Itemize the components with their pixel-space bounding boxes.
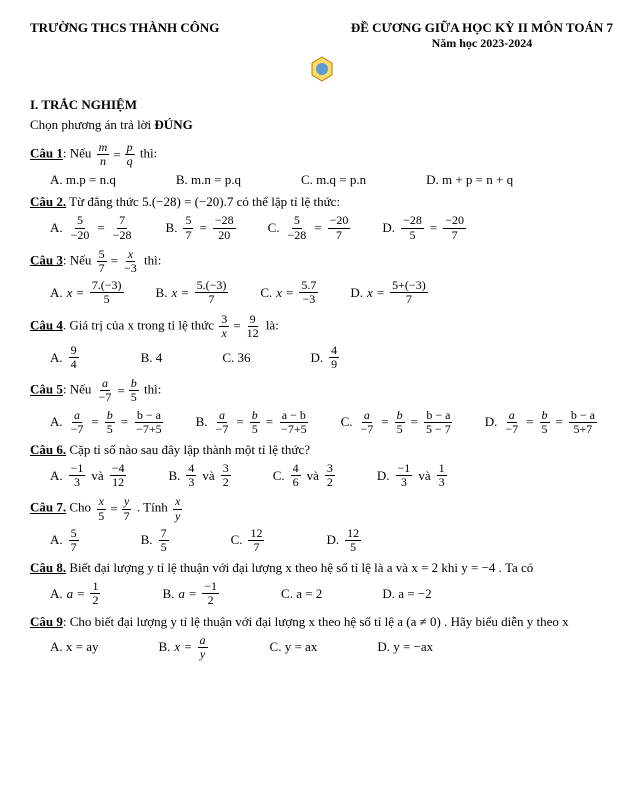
q3-opt-b: B. x = 5.(−3)7 [156,279,231,306]
q9-options: A. x = ay B. x = ay C. y = ax D. y = −ax [50,634,613,661]
q8-opt-c: C. a = 2 [281,586,322,602]
q2-opt-b: B. 57= −2820 [166,214,238,241]
instruction: Chọn phương án trả lời ĐÚNG [30,117,613,133]
school-logo [30,55,613,87]
q4-opt-d: D. 49 [310,344,341,371]
q6-opt-a: A. −13 và −412 [50,462,128,489]
question-6: Câu 6. Cặp tỉ số nào sau đây lập thành m… [30,442,613,458]
q4-opt-b: B. 4 [141,350,163,366]
q7-options: A. 57 B. 75 C. 127 D. 125 [50,527,613,554]
q2-opt-d: D. −285= −207 [382,214,468,241]
q6-options: A. −13 và −412 B. 43 và 32 C. 46 và 32 D… [50,462,613,489]
q1-opt-b: B. m.n = p.q [176,172,241,188]
q9-opt-c: C. y = ax [270,639,318,655]
q7-opt-d: D. 125 [326,527,363,554]
q5-opt-c: C. a−7= b5= b − a5 − 7 [341,409,455,436]
q2-opt-c: C. 5−28= −207 [268,214,353,241]
q3-opt-a: A. x = 7.(−3)5 [50,279,126,306]
q9-opt-a: A. x = ay [50,639,99,655]
q7-opt-b: B. 75 [141,527,171,554]
question-1: Câu 1: Nếu mn = pq thì: [30,141,613,168]
q9-opt-b: B. x = ay [159,634,210,661]
q6-opt-d: D. −13 và 13 [377,462,449,489]
q8-options: A. a = 12 B. a = −12 C. a = 2 D. a = −2 [50,580,613,607]
q8-opt-a: A. a = 12 [50,580,102,607]
school-name: TRƯỜNG THCS THÀNH CÔNG [30,20,219,51]
q8-opt-d: D. a = −2 [382,586,431,602]
section-heading: I. TRẮC NGHIỆM [30,97,613,113]
question-8: Câu 8. Biết đại lượng y tỉ lệ thuận với … [30,560,613,576]
question-2: Câu 2. Từ đẳng thức 5.(−28) = (−20).7 có… [30,194,613,210]
q8-opt-b: B. a = −12 [162,580,221,607]
q2-options: A. 5−20= 7−28 B. 57= −2820 C. 5−28= −207… [50,214,613,241]
q5-opt-b: B. a−7= b5= a − b−7+5 [196,409,311,436]
question-3: Câu 3: Nếu 57= x−3 thì: [30,248,613,275]
question-7: Câu 7. Cho x5= y7 . Tính xy [30,495,613,522]
q3-opt-d: D. x = 5+(−3)7 [350,279,429,306]
q6-opt-c: C. 46 và 32 [273,462,337,489]
q7-opt-c: C. 127 [231,527,267,554]
q4-options: A. 94 B. 4 C. 36 D. 49 [50,344,613,371]
q7-opt-a: A. 57 [50,527,81,554]
q2-opt-a: A. 5−20= 7−28 [50,214,136,241]
q1-opt-d: D. m + p = n + q [426,172,513,188]
q5-options: A. a−7= b5= b − a−7+5 B. a−7= b5= a − b−… [50,409,613,436]
q4-opt-a: A. 94 [50,344,81,371]
doc-title: ĐỀ CƯƠNG GIỮA HỌC KỲ II MÔN TOÁN 7 [351,20,613,36]
school-year: Năm học 2023-2024 [351,36,613,51]
q5-opt-d: D. a−7= b5= b − a5+7 [485,409,599,436]
q3-opt-c: C. x = 5.7−3 [260,279,320,306]
q5-opt-a: A. a−7= b5= b − a−7+5 [50,409,166,436]
q6-opt-b: B. 43 và 32 [168,462,232,489]
q4-opt-c: C. 36 [222,350,250,366]
question-4: Câu 4. Giá trị của x trong tỉ lệ thức 3x… [30,313,613,340]
q1-options: A. m.p = n.q B. m.n = p.q C. m.q = p.n D… [50,172,613,188]
question-5: Câu 5: Nếu a−7= b5 thì: [30,377,613,404]
question-9: Câu 9: Cho biết đại lượng y tỉ lệ thuận … [30,614,613,630]
q9-opt-d: D. y = −ax [377,639,433,655]
q1-opt-c: C. m.q = p.n [301,172,366,188]
q3-options: A. x = 7.(−3)5 B. x = 5.(−3)7 C. x = 5.7… [50,279,613,306]
q1-opt-a: A. m.p = n.q [50,172,116,188]
